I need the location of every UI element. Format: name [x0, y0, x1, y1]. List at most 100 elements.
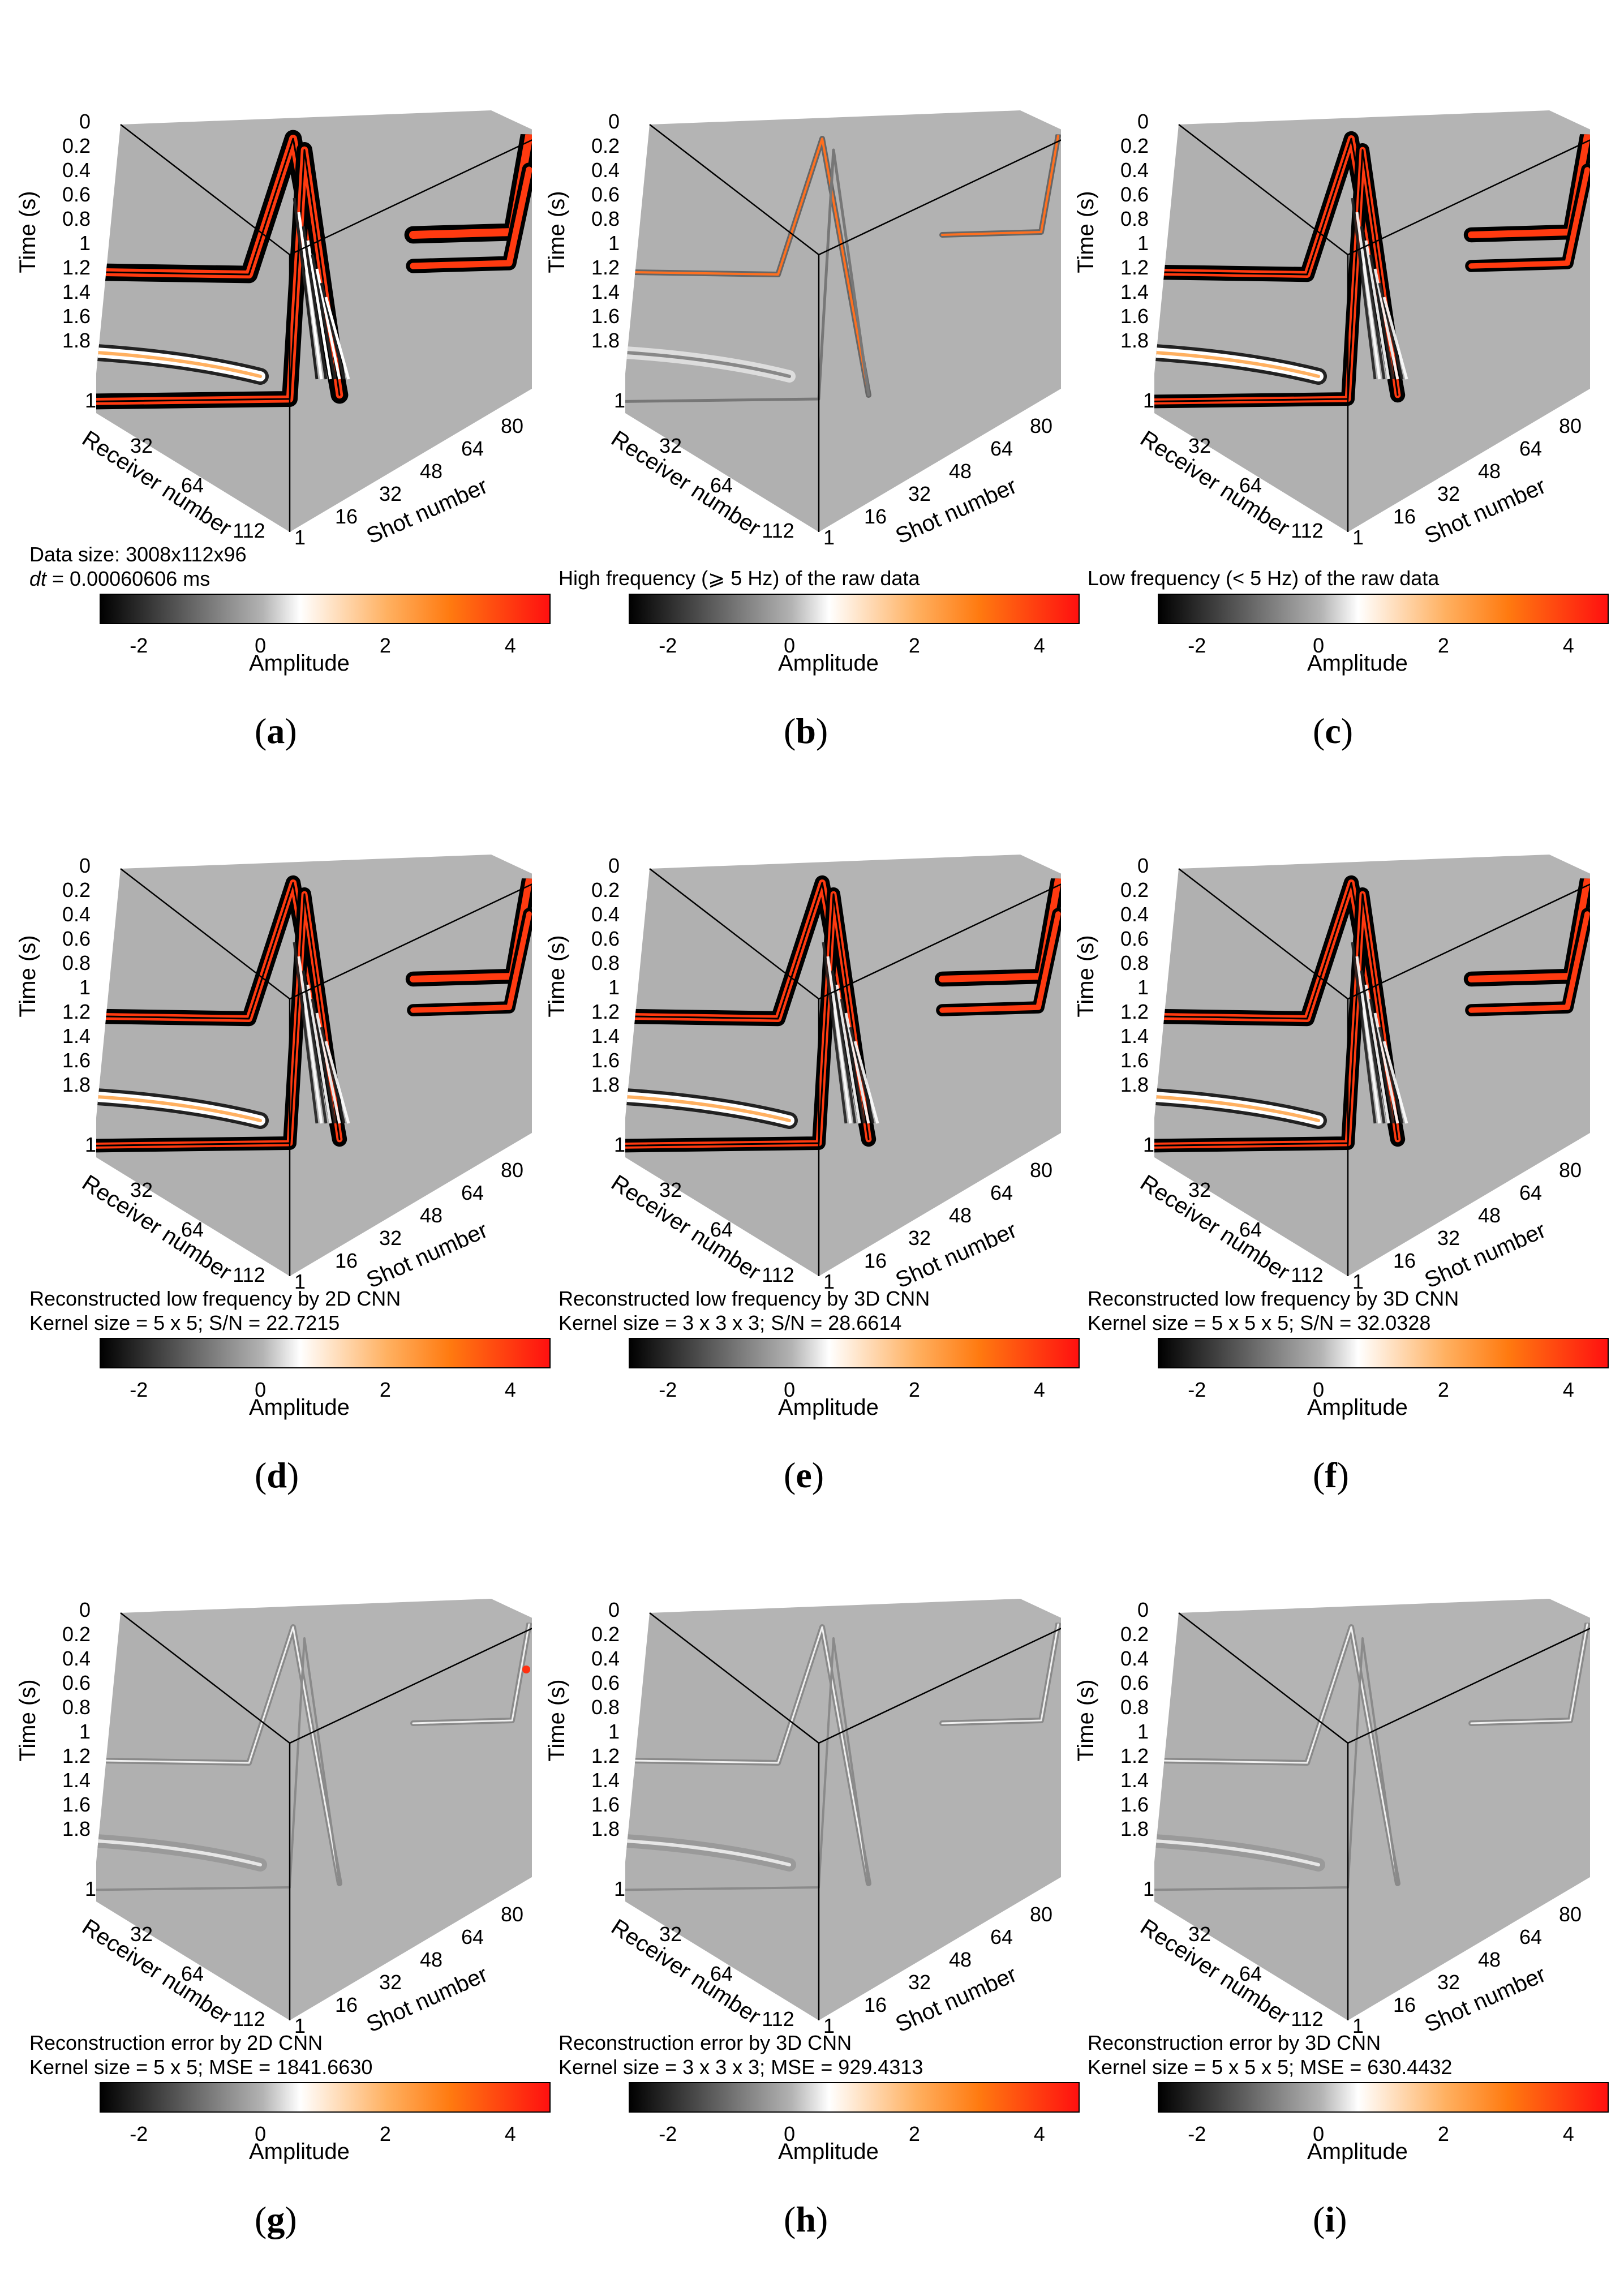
time-tick: 0.8 [1120, 951, 1149, 975]
shot-tick: 80 [501, 414, 523, 437]
time-tick: 1.4 [591, 1024, 620, 1048]
time-axis: 00.20.40.60.811.21.41.61.8 Time (s) [544, 854, 620, 1096]
panel-a: 0 0.2 0.4 0.6 0.8 1 1.2 1.4 1.6 1.8 Time (s) 1 32 64 1… [0, 85, 551, 804]
panel-b: 0 0.2 0.4 0.6 0.8 1 1.2 1.4 1.6 1.8 Time (s) 1 32 64 1… [529, 85, 1080, 804]
time-tick: 0.2 [62, 878, 91, 902]
time-tick: 1.2 [62, 256, 91, 279]
time-tick: 0.4 [62, 903, 91, 926]
shot-tick: 16 [335, 505, 358, 528]
time-tick: 1.4 [62, 1769, 91, 1792]
low-velocity-band [1154, 341, 1327, 385]
low-velocity-band [1154, 1831, 1325, 1872]
receiver-tick: 64 [1239, 1962, 1262, 1985]
time-tick: 0.2 [1120, 878, 1149, 902]
shot-tick: 48 [1478, 1948, 1501, 1971]
colorbar [1158, 1338, 1609, 1368]
shot-tick: 16 [1393, 505, 1416, 528]
receiver-face [96, 1613, 290, 2020]
receiver-face [1154, 1613, 1348, 2020]
panel-c: 0 0.2 0.4 0.6 0.8 1 1.2 1.4 1.6 1.8 Time (s) 1 32 64 1… [1058, 85, 1609, 804]
colorbar-tick: 2 [379, 634, 391, 657]
time-tick: 1.2 [62, 1000, 91, 1023]
cube-edges [120, 1612, 532, 2020]
panel-h: 0 0.2 0.4 0.6 0.8 1 1.2 1.4 1.6 1.8 Time (s) 1 32 64 1… [529, 1573, 1080, 2292]
shot-tick: 48 [1478, 1204, 1501, 1227]
low-velocity-band [625, 344, 796, 383]
right-event-2 [936, 908, 1061, 1016]
colorbar-tick: 4 [1562, 2122, 1574, 2145]
shot-face [819, 1628, 1061, 2020]
receiver-tick: 64 [181, 474, 204, 497]
low-velocity-band [96, 1831, 267, 1872]
caption-line-2: Kernel size = 3 x 3 x 3; MSE = 929.4313 [558, 2055, 923, 2079]
shot-tick: 48 [420, 1204, 442, 1227]
receiver-tick: 64 [181, 1218, 204, 1241]
time-tick: 0.6 [62, 927, 91, 950]
time-tick: 0 [608, 854, 620, 877]
receiver-tick: 1 [1143, 389, 1154, 412]
colorbar-tick: 2 [908, 2122, 920, 2145]
time-tick: 1.6 [591, 1793, 620, 1816]
receiver-tick: 32 [659, 434, 682, 457]
time-tick: 1.2 [591, 1000, 620, 1023]
shot-tick: 48 [949, 1204, 972, 1227]
shot-tick: 16 [335, 1249, 358, 1272]
colorbar-label: Amplitude [778, 2139, 879, 2164]
colorbar-tick: 2 [908, 1378, 920, 1401]
time-tick: 0.4 [591, 158, 620, 182]
receiver-tick: 64 [1239, 474, 1262, 497]
time-axis-label: Time (s) [544, 191, 569, 273]
receiver-tick: 1 [85, 389, 96, 412]
shot-tick: 1 [1352, 1270, 1364, 1293]
shot-tick: 1 [823, 1270, 835, 1293]
colorbar-label: Amplitude [1307, 651, 1408, 676]
time-tick: 1.8 [1120, 329, 1149, 352]
panel-caption: Data size: 3008x112x96 dt = 0.00060606 ms [29, 542, 247, 591]
time-tick: 0.2 [591, 878, 620, 902]
time-axis-label: Time (s) [544, 935, 569, 1017]
time-axis-label: Time (s) [1073, 935, 1098, 1017]
time-tick: 1.6 [62, 304, 91, 328]
time-axis-label: Time (s) [15, 191, 40, 273]
time-tick: 0.6 [62, 183, 91, 206]
receiver-tick: 1 [614, 1877, 625, 1900]
time-tick: 1.6 [1120, 1793, 1149, 1816]
panel-caption: Reconstructed low frequency by 3D CNN Ker… [558, 1286, 930, 1335]
colorbar-tick: 4 [1033, 2122, 1045, 2145]
panel-letter: (f) [1313, 1455, 1349, 1495]
colorbar-tick: 0 [1313, 634, 1325, 657]
receiver-tick: 112 [233, 519, 265, 542]
low-velocity-band [625, 1085, 798, 1129]
caption-line-1: Data size: 3008x112x96 [29, 543, 247, 566]
shot-face [1348, 1628, 1590, 2020]
time-axis: 00.20.40.60.811.21.41.61.8 Time (s) [1073, 854, 1149, 1096]
receiver-tick: 112 [1291, 2007, 1323, 2031]
time-tick: 0 [79, 1598, 91, 1621]
shot-tick: 1 [823, 526, 835, 549]
top-face [1179, 855, 1590, 999]
time-axis: 00.20.40.60.811.21.41.61.8 Time (s) [1073, 1598, 1149, 1840]
colorbar-tick: 0 [784, 1378, 796, 1401]
colorbar-tick: -2 [1188, 1378, 1206, 1401]
shot-tick: 32 [1437, 1226, 1460, 1250]
caption-line-2: Kernel size = 3 x 3 x 3; S/N = 28.6614 [558, 1311, 902, 1334]
colorbar [1158, 2082, 1609, 2113]
colorbar-tick: 4 [504, 1378, 516, 1401]
time-tick: 1.2 [591, 1744, 620, 1767]
time-tick: 0.2 [62, 1623, 91, 1646]
colorbar-tick: -2 [659, 1378, 677, 1401]
cube-edges [1178, 124, 1590, 532]
time-tick: 0.4 [591, 903, 620, 926]
time-tick: 0.8 [62, 951, 91, 975]
colorbar [100, 594, 551, 624]
time-tick: 0.6 [591, 1671, 620, 1694]
receiver-face [625, 125, 819, 532]
colorbar-label: Amplitude [249, 1395, 350, 1420]
shot-tick: 80 [1030, 414, 1052, 437]
shot-tick: 48 [420, 1948, 442, 1971]
panel-letter: (e) [784, 1455, 824, 1495]
shot-tick: 32 [1437, 1971, 1460, 1994]
time-tick: 1 [608, 976, 620, 999]
time-tick: 0.2 [62, 134, 91, 157]
